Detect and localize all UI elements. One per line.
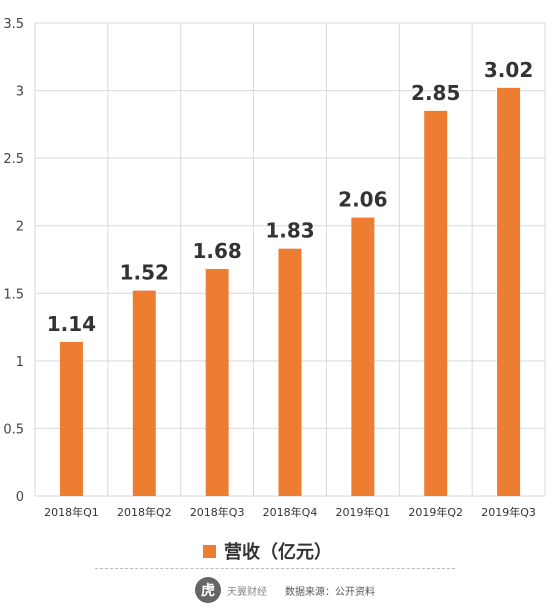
footer: 虎 天翼财经 数据来源：公开资料 [195, 577, 375, 603]
legend: 营收（亿元） [203, 538, 332, 564]
bar [497, 87, 521, 497]
bar [278, 248, 302, 496]
data-label: 2.85 [411, 81, 460, 105]
bar [351, 217, 375, 496]
x-tick-label: 2018年Q1 [44, 505, 99, 519]
data-label: 3.02 [484, 58, 533, 82]
data-label: 1.68 [192, 239, 241, 263]
x-tick-label: 2019年Q1 [336, 505, 391, 519]
x-tick-label: 2018年Q2 [117, 505, 172, 519]
x-tick-label: 2018年Q4 [263, 505, 318, 519]
y-tick-label: 2.5 [3, 152, 24, 167]
bar [205, 268, 229, 496]
y-tick-label: 1 [16, 355, 24, 370]
y-tick-label: 1.5 [3, 287, 24, 302]
y-tick-label: 0 [16, 490, 24, 505]
y-tick-label: 3.5 [3, 17, 24, 32]
bar [132, 290, 156, 496]
bar [59, 341, 83, 496]
legend-swatch [203, 544, 216, 558]
y-tick-label: 0.5 [3, 422, 24, 437]
data-label: 1.83 [265, 219, 314, 243]
data-label: 1.52 [120, 261, 169, 285]
divider [95, 568, 455, 569]
data-source: 数据来源：公开资料 [285, 586, 375, 598]
data-label: 2.06 [338, 188, 387, 212]
y-tick-label: 3 [16, 85, 24, 100]
bar [424, 110, 448, 496]
x-tick-label: 2018年Q3 [190, 505, 245, 519]
brand-logo-icon: 虎 [195, 577, 221, 603]
legend-label: 营收（亿元） [224, 542, 332, 563]
data-label: 1.14 [47, 312, 96, 336]
y-tick-label: 2 [16, 220, 24, 235]
bar-chart: 00.511.522.533.51.142018年Q11.522018年Q21.… [3, 17, 546, 519]
x-tick-label: 2019年Q2 [408, 505, 463, 519]
brand-name: 天翼财经 [227, 586, 267, 598]
x-tick-label: 2019年Q3 [481, 505, 536, 519]
